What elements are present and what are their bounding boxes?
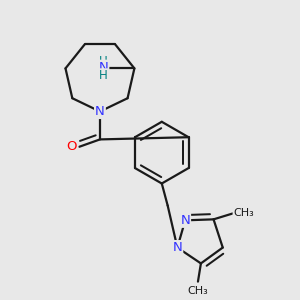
- Text: N: N: [95, 105, 105, 118]
- Text: H: H: [99, 55, 108, 68]
- Text: CH₃: CH₃: [188, 286, 208, 296]
- Text: N: N: [180, 214, 190, 227]
- Text: N: N: [99, 61, 108, 74]
- Text: H: H: [99, 69, 108, 82]
- Text: CH₃: CH₃: [233, 208, 254, 218]
- Text: O: O: [67, 140, 77, 153]
- Text: N: N: [172, 241, 182, 254]
